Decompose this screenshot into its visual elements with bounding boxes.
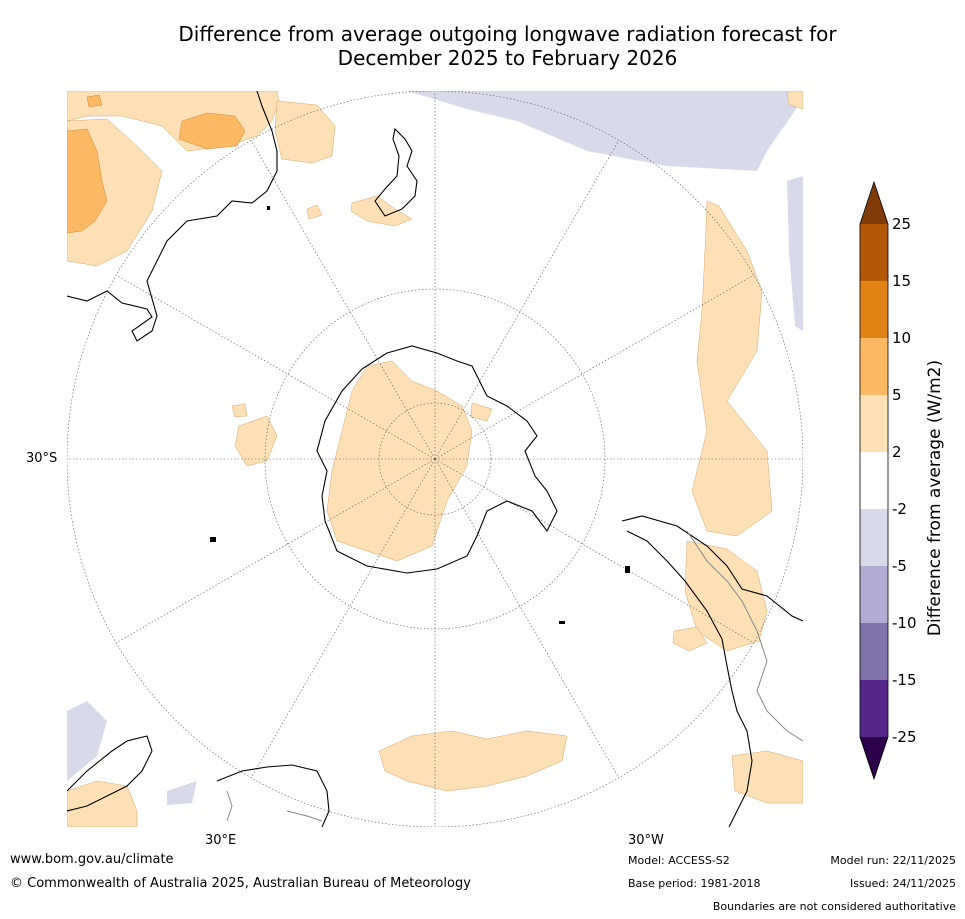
colorbar-tick: -5 xyxy=(892,557,907,575)
africa-coast xyxy=(67,735,153,812)
moderate-positive-regions xyxy=(67,94,246,234)
copyright-text: © Commonwealth of Australia 2025, Austra… xyxy=(10,876,471,891)
colorbar-tick: 2 xyxy=(892,443,902,461)
chart-title: Difference from average outgoing longwav… xyxy=(60,22,955,70)
colorbar-segment xyxy=(860,281,888,338)
colorbar-segment xyxy=(860,623,888,680)
colorbar-segment xyxy=(860,452,888,509)
colorbar-title: Difference from average (W/m2) xyxy=(925,359,945,637)
colorbar-min-triangle xyxy=(860,737,888,779)
lat-label-30s: 30°S xyxy=(26,451,58,466)
lon-label-30e: 30°E xyxy=(205,833,237,848)
colorbar-tick: -10 xyxy=(892,614,917,632)
colorbar-segment xyxy=(860,338,888,395)
colorbar-segment xyxy=(860,566,888,623)
colorbar-max-triangle xyxy=(860,182,888,224)
colorbar-segment xyxy=(860,509,888,566)
colorbar-segment xyxy=(860,395,888,452)
small-islands xyxy=(210,206,630,624)
colorbar xyxy=(859,180,889,781)
issued-date: Issued: 24/11/2025 xyxy=(849,877,956,890)
model-run-date: Model run: 22/11/2025 xyxy=(830,854,956,867)
south-america-coast xyxy=(621,515,803,827)
colorbar-tick: -2 xyxy=(892,500,907,518)
colorbar-tick: 5 xyxy=(892,386,902,404)
antarctica-coast xyxy=(316,345,558,574)
colorbar-tick: -25 xyxy=(892,728,917,746)
south-africa-coast xyxy=(216,764,330,827)
country-borders xyxy=(226,530,803,822)
polar-map xyxy=(67,91,803,827)
coastlines xyxy=(67,91,803,827)
colorbar-segment xyxy=(860,680,888,737)
graticule xyxy=(67,91,803,827)
colorbar-segment xyxy=(860,224,888,281)
base-period: Base period: 1981-2018 xyxy=(628,877,761,890)
title-line-1: Difference from average outgoing longwav… xyxy=(178,22,837,46)
boundaries-disclaimer: Boundaries are not considered authoritat… xyxy=(712,900,956,913)
new-zealand-coast xyxy=(374,127,418,217)
australia-coast xyxy=(67,91,278,342)
lon-label-30w: 30°W xyxy=(628,833,664,848)
model-name: Model: ACCESS-S2 xyxy=(628,854,730,867)
title-line-2: December 2025 to February 2026 xyxy=(337,46,678,70)
colorbar-tick: 15 xyxy=(892,272,912,290)
website-link[interactable]: www.bom.gov.au/climate xyxy=(10,852,174,867)
negative-anomaly-regions xyxy=(67,91,803,805)
colorbar-tick: -15 xyxy=(892,671,917,689)
colorbar-tick: 10 xyxy=(892,329,912,347)
colorbar-tick: 25 xyxy=(892,215,912,233)
